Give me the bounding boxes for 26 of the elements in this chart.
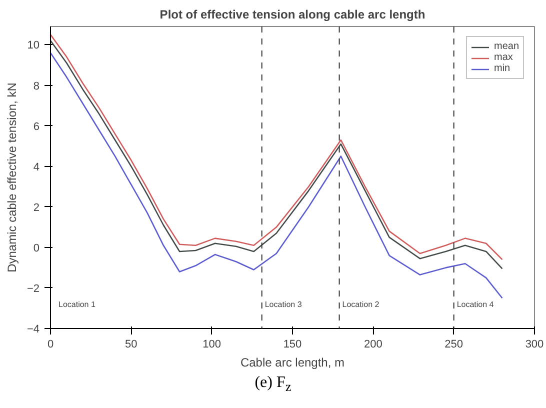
- legend-label: mean: [494, 41, 519, 52]
- y-tick-label: 0: [33, 242, 40, 254]
- y-tick-label: 4: [33, 161, 40, 174]
- y-tick-label: 8: [33, 80, 40, 92]
- x-axis-title: Cable arc length, m: [240, 356, 345, 370]
- y-tick-label: 6: [33, 120, 40, 133]
- ref-line-label: Location 2: [342, 300, 380, 309]
- x-tick-label: 0: [47, 338, 54, 350]
- text: (e) F$_{z}$: [254, 373, 292, 396]
- x-tick-label: 100: [202, 338, 222, 350]
- ref-line-label: Location 4: [456, 300, 494, 309]
- x-tick-label: 50: [125, 338, 138, 350]
- x-tick-label: 200: [364, 338, 382, 350]
- annotation: Location 1: [58, 300, 96, 309]
- y-tick-label: −2: [26, 282, 40, 295]
- x-tick-label: 250: [444, 338, 464, 350]
- y-tick-label: −4: [26, 324, 40, 336]
- chart-title: Plot of effective tension along cable arc length: [160, 8, 426, 22]
- ref-line-label: Location 3: [264, 300, 302, 309]
- x-tick-label: 150: [283, 338, 302, 350]
- y-axis-title: Dynamic cable effective tension, kN: [4, 82, 19, 272]
- x-tick-label: 300: [525, 338, 544, 350]
- y-tick-label: 10: [27, 40, 40, 52]
- y-tick-label: 2: [33, 202, 40, 214]
- legend-label: max: [494, 52, 514, 63]
- legend-label: min: [494, 63, 512, 74]
